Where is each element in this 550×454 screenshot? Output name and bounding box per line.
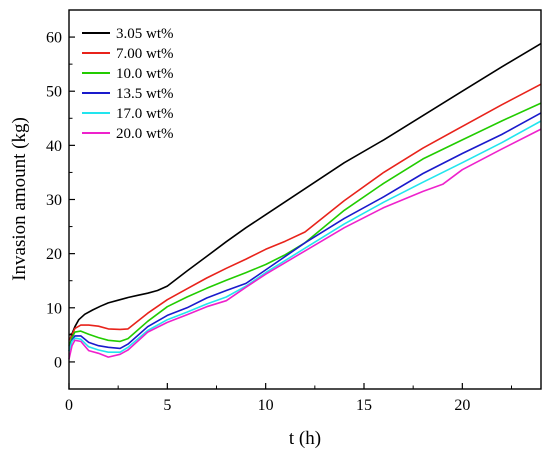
tick-labels: 0 5 10 15 20 0 10 20 30 40 50 60 <box>46 30 470 414</box>
x-tick-label-2: 10 <box>258 397 274 414</box>
y-tick-label-5: 50 <box>46 84 62 101</box>
series-line-3 <box>68 112 542 352</box>
legend-label-5: 20.0 wt% <box>116 126 174 142</box>
series-line-1 <box>68 83 542 341</box>
series-line-2 <box>68 102 542 346</box>
x-tick-label-0: 0 <box>65 397 73 414</box>
x-tick-label-3: 15 <box>356 397 372 414</box>
series-line-4 <box>68 120 542 354</box>
y-axis-title: Invasion amount (kg) <box>9 117 30 281</box>
legend-label-1: 7.00 wt% <box>116 46 174 62</box>
legend-label-3: 13.5 wt% <box>116 86 174 102</box>
y-tick-label-3: 30 <box>46 192 62 209</box>
y-tick-label-4: 40 <box>46 138 62 155</box>
series-line-0 <box>68 42 542 336</box>
x-tick-label-4: 20 <box>454 397 470 414</box>
series-line-5 <box>68 128 542 360</box>
y-tick-label-2: 20 <box>46 246 62 263</box>
legend-label-2: 10.0 wt% <box>116 66 174 82</box>
legend-label-4: 17.0 wt% <box>116 106 174 122</box>
legend-label-0: 3.05 wt% <box>116 26 174 42</box>
y-tick-label-1: 10 <box>46 300 62 317</box>
y-tick-label-6: 60 <box>46 30 62 47</box>
series-lines <box>68 42 542 360</box>
axis-ticks <box>68 36 512 390</box>
y-tick-label-0: 0 <box>54 354 62 371</box>
x-tick-label-1: 5 <box>163 397 171 414</box>
legend: 3.05 wt% 7.00 wt% 10.0 wt% 13.5 wt% 17.0 wt%… <box>82 26 174 142</box>
x-axis-title: t (h) <box>289 428 321 449</box>
